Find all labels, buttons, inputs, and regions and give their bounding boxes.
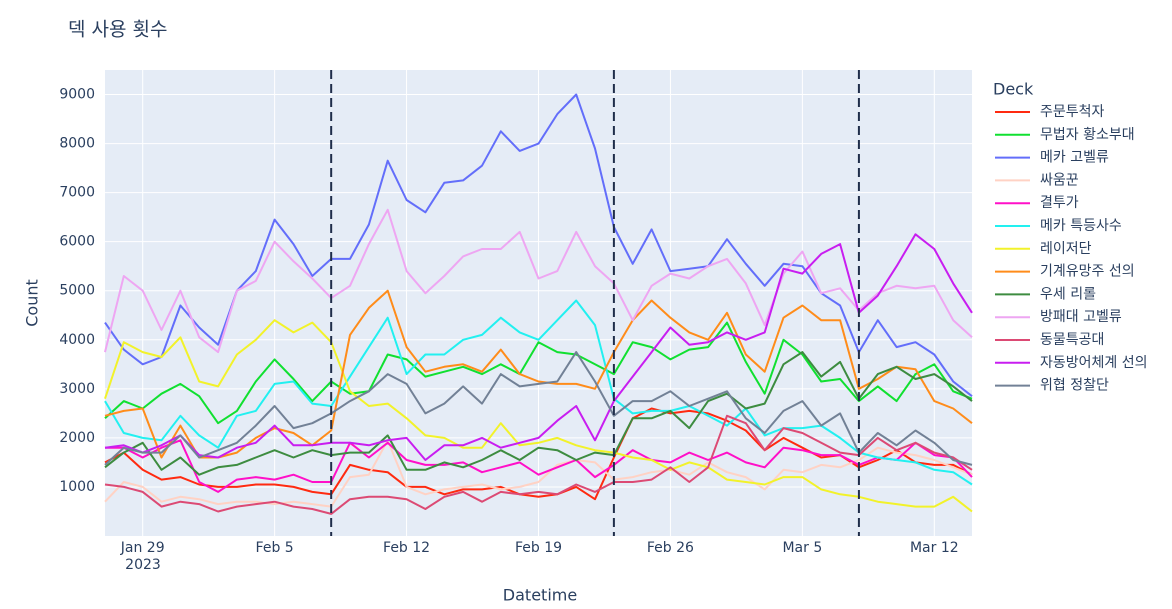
legend-title: Deck xyxy=(993,80,1034,99)
x-tick-label: Feb 12 xyxy=(383,540,430,556)
y-tick-label: 7000 xyxy=(59,185,95,201)
legend-label: 레이저단 xyxy=(1040,241,1092,257)
legend-label: 무법자 황소부대 xyxy=(1040,127,1135,143)
x-tick-label: Mar 12 xyxy=(910,540,959,556)
series-line xyxy=(104,299,973,486)
series-line xyxy=(104,414,973,515)
x-tick-label: Feb 5 xyxy=(256,540,294,556)
legend-label: 결투가 xyxy=(1040,195,1079,211)
y-tick-label: 3000 xyxy=(59,381,95,397)
x-tick-label: Feb 26 xyxy=(647,540,694,556)
y-tick-label: 2000 xyxy=(59,430,95,446)
series-line xyxy=(104,351,973,466)
legend-label: 우세 리롤 xyxy=(1040,286,1096,302)
series-line xyxy=(105,439,973,493)
legend-label: 동물특공대 xyxy=(1040,332,1104,348)
y-tick-label: 5000 xyxy=(59,283,95,299)
x-tick-label: Jan 29 xyxy=(120,540,165,556)
legend-label: 주문투척자 xyxy=(1040,104,1105,120)
chart-title: 덱 사용 횟수 xyxy=(68,19,167,41)
series-line xyxy=(104,289,973,459)
series-line xyxy=(104,439,973,508)
x-tick-label: Feb 19 xyxy=(515,540,562,556)
legend-label: 자동방어체계 선의 xyxy=(1040,355,1148,371)
series-line xyxy=(104,208,973,354)
x-tick-label: Mar 5 xyxy=(782,540,822,556)
y-tick-label: 6000 xyxy=(59,234,95,250)
series-line xyxy=(104,407,973,501)
legend-label: 위협 정찰단 xyxy=(1040,378,1109,394)
x-year-label: 2023 xyxy=(125,557,161,573)
series-line xyxy=(104,351,973,476)
legend-label: 싸움꾼 xyxy=(1040,172,1079,188)
x-axis-label: Datetime xyxy=(503,586,577,605)
series-line xyxy=(104,319,973,513)
series-line xyxy=(104,233,973,461)
y-tick-label: 4000 xyxy=(59,332,95,348)
legend-label: 메카 특등사수 xyxy=(1040,218,1122,234)
series-line xyxy=(104,93,973,397)
y-axis-label: Count xyxy=(23,279,42,327)
y-tick-label: 8000 xyxy=(59,136,95,152)
legend-label: 기계유망주 선의 xyxy=(1040,264,1135,280)
series-line xyxy=(104,321,973,425)
legend-label: 메카 고벨류 xyxy=(1040,150,1109,166)
legend-label: 방패대 고벨류 xyxy=(1040,309,1122,325)
y-tick-label: 9000 xyxy=(59,87,95,103)
y-tick-label: 1000 xyxy=(59,479,95,495)
